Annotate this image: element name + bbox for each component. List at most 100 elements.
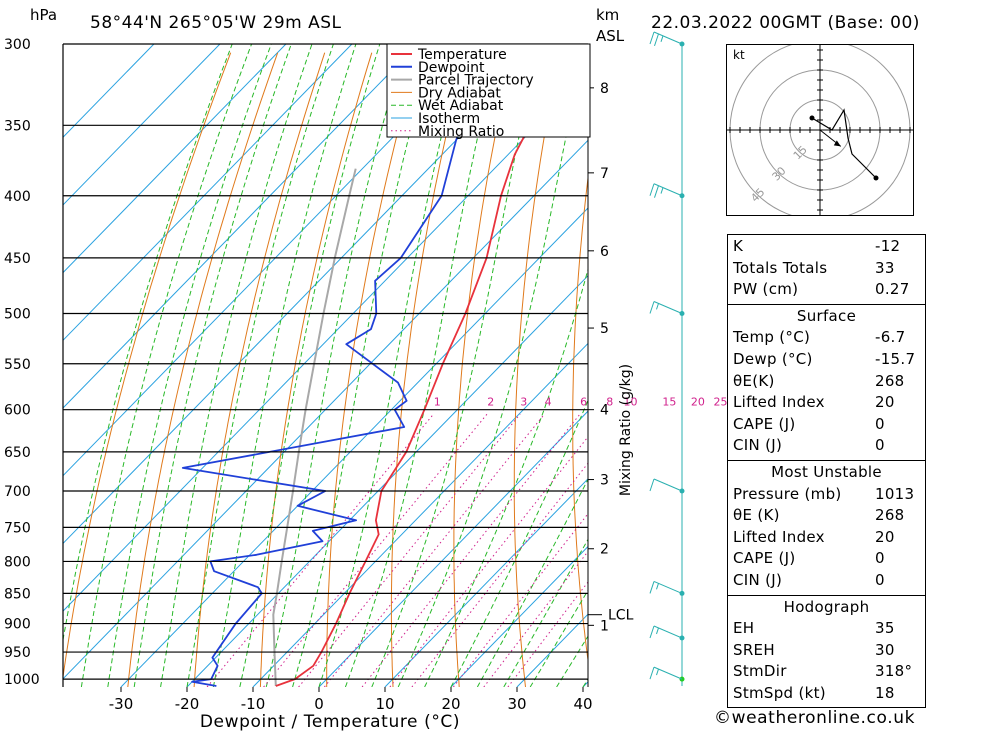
wind-barb-staff xyxy=(653,183,683,197)
wet-adiabat-line xyxy=(160,44,313,687)
plot-area xyxy=(63,44,1000,687)
hodograph-stat-label: SREH xyxy=(733,640,775,659)
surface-row: Dewp (°C) -15.7 xyxy=(728,349,925,371)
km-tick-label: 6 xyxy=(600,244,609,260)
most-unstable-value: 0 xyxy=(875,549,885,568)
mixing-ratio-label: 2 xyxy=(487,396,494,409)
wet-adiabat-line xyxy=(186,44,334,687)
wet-adiabat-line xyxy=(133,44,292,687)
most-unstable-title: Most Unstable xyxy=(771,462,882,481)
legend-entry: Wet Adiabat xyxy=(418,98,504,114)
wet-adiabat-line xyxy=(371,44,540,687)
wet-adiabat-line xyxy=(212,44,357,687)
mixing-ratio-label: 6 xyxy=(580,396,587,409)
wet-adiabat-line xyxy=(476,478,588,687)
wind-barb-half xyxy=(656,303,659,310)
wind-barb-half xyxy=(656,627,659,635)
wet-adiabat-line xyxy=(63,44,233,643)
isotherm-line xyxy=(450,545,588,687)
surface-value: 0 xyxy=(875,414,885,433)
mixing-ratio-label: 4 xyxy=(545,396,552,409)
wind-barb xyxy=(649,666,685,682)
hodograph-stat-row: SREH 30 xyxy=(728,640,925,662)
wind-barb xyxy=(649,183,685,199)
wind-barb-half xyxy=(660,35,664,42)
dry-adiabat-line xyxy=(936,53,1000,687)
surface-value: -6.7 xyxy=(875,328,906,347)
legend-entry: Mixing Ratio xyxy=(418,124,504,140)
surface-label: θE(K) xyxy=(733,371,775,390)
temperature-tick-label: -10 xyxy=(241,695,266,713)
pressure-tick-label: 850 xyxy=(4,586,31,602)
wind-barb-flag xyxy=(654,185,659,198)
mixing-ratio-label: 3 xyxy=(520,396,527,409)
isotherm-line xyxy=(384,478,588,687)
hodograph-end-dot xyxy=(809,115,815,121)
hodograph-stat-label: StmDir xyxy=(733,662,787,681)
surface-label: CAPE (J) xyxy=(733,414,796,433)
mixing-ratio-label: 25 xyxy=(714,396,728,409)
most-unstable-row: Pressure (mb) 1013 xyxy=(728,484,925,506)
pressure-tick-label: 800 xyxy=(4,554,31,570)
km-tick-label: 3 xyxy=(600,473,609,489)
most-unstable-box: Most Unstable Pressure (mb) 1013 θE (K) 268… xyxy=(727,460,926,596)
hodograph-ring-label: 15 xyxy=(791,143,810,162)
index-value: -12 xyxy=(875,237,901,255)
mixing-ratio-label: 20 xyxy=(691,396,705,409)
storm-motion-arrowhead xyxy=(833,140,841,147)
wind-barb-staff xyxy=(653,301,683,314)
hodograph-panel: kt 15 30 45 xyxy=(726,44,914,216)
dewpoint-line xyxy=(181,44,512,687)
wind-barb xyxy=(649,580,685,596)
mixing-ratio-label: 1 xyxy=(434,396,441,409)
isotherm-line xyxy=(63,71,588,612)
temperature-tick-label: -30 xyxy=(109,695,134,713)
hodograph-stats-box: Hodograph EH 35 SREH 30 StmDir 318° StmSpd (kt… xyxy=(727,595,926,709)
most-unstable-row: Lifted Index 20 xyxy=(728,527,925,549)
km-tick-label: 2 xyxy=(600,542,609,558)
dry-adiabat-line xyxy=(453,52,514,687)
wind-barb-flag xyxy=(649,183,655,196)
wet-adiabat-line xyxy=(344,44,500,687)
most-unstable-value: 1013 xyxy=(875,484,915,503)
surface-row: Temp (°C) -6.7 xyxy=(728,327,925,349)
most-unstable-row: θE (K) 268 xyxy=(728,505,925,527)
index-label: PW (cm) xyxy=(733,280,799,299)
stats-table: K -12 Totals Totals 33 PW (cm) 0.27 Surface T… xyxy=(727,234,926,709)
lcl-label: LCL xyxy=(608,608,634,624)
index-value: 0.27 xyxy=(875,280,910,299)
hodograph-stats-title: Hodograph xyxy=(783,597,870,616)
surface-row: θE(K) 268 xyxy=(728,371,925,393)
pressure-tick-label: 700 xyxy=(4,484,31,500)
mixing-ratio-line xyxy=(324,413,545,687)
isotherm-line xyxy=(252,342,588,687)
wind-barb-staff xyxy=(653,31,683,45)
wet-adiabat-line xyxy=(424,267,588,687)
dry-adiabat-line xyxy=(63,52,232,681)
dry-adiabat-line xyxy=(259,52,373,687)
most-unstable-label: Pressure (mb) xyxy=(733,484,842,503)
hodograph-stat-label: EH xyxy=(733,619,755,638)
isotherm-line xyxy=(63,44,551,545)
index-row: PW (cm) 0.27 xyxy=(728,279,925,301)
indices-box: K -12 Totals Totals 33 PW (cm) 0.27 xyxy=(727,234,926,305)
temperature-tick-label: 10 xyxy=(375,695,394,713)
wind-barb-half xyxy=(656,668,659,676)
copyright-text: ©weatheronline.co.uk xyxy=(714,708,916,728)
pressure-tick-label: 1000 xyxy=(4,672,40,688)
location-title: 58°44'N 265°05'W 29m ASL xyxy=(90,13,342,33)
most-unstable-value: 268 xyxy=(875,506,905,525)
isotherm-line xyxy=(318,410,588,687)
hodograph-stat-row: EH 35 xyxy=(728,618,925,640)
km-tick-label: 7 xyxy=(600,166,609,182)
pressure-tick-label: 650 xyxy=(4,445,31,461)
mixing-ratio-line xyxy=(411,462,588,687)
mixing-ratio-label: 10 xyxy=(623,396,637,409)
surface-label: Dewp (°C) xyxy=(733,349,813,368)
wet-adiabat-line xyxy=(265,44,406,687)
isotherm-line xyxy=(63,44,353,342)
wind-barb-flag xyxy=(649,581,655,594)
wet-adiabat-line xyxy=(80,44,253,687)
surface-label: CIN (J) xyxy=(733,436,783,455)
temperature-tick-label: 30 xyxy=(507,695,526,713)
